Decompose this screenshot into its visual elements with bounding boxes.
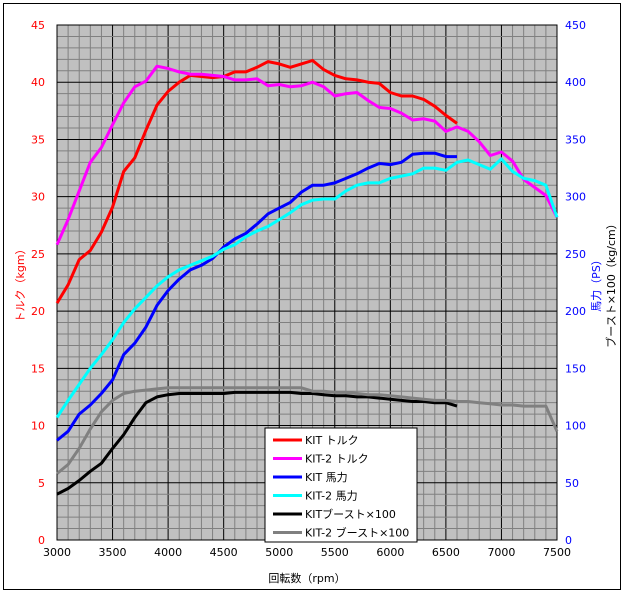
legend-label: KIT-2 トルク	[305, 453, 369, 466]
y-left-tick-label: 25	[31, 248, 45, 261]
x-tick-label: 5000	[265, 546, 293, 559]
y-right-tick-label: 400	[565, 76, 586, 89]
y-left-tick-label: 20	[31, 305, 45, 318]
series-line	[55, 64, 559, 246]
y-left-tick-label: 5	[38, 477, 45, 490]
y-right-tick-label: 300	[565, 191, 586, 204]
x-tick-label: 5500	[321, 546, 349, 559]
series-line	[55, 59, 458, 304]
y-right-tick-label: 200	[565, 305, 586, 318]
series-line	[56, 151, 457, 442]
series-line	[56, 386, 559, 475]
y-right-axis-label-power: 馬力（PS）	[590, 254, 603, 312]
y-right-tick-label: 50	[565, 477, 579, 490]
legend: KIT トルク KIT-2 トルク KIT 馬力 KIT-2 馬力 KITブースト×10…	[264, 427, 418, 543]
y-right-tick-label: 250	[565, 248, 586, 261]
chart-frame	[3, 3, 621, 590]
y-right-tick-label: 450	[565, 19, 586, 32]
y-right-tick-label: 150	[565, 362, 586, 375]
x-tick-label: 4500	[210, 546, 238, 559]
legend-label: KIT 馬力	[305, 471, 348, 484]
series-line	[56, 390, 458, 496]
legend-label: KIT-2 ブースト×100	[305, 526, 409, 540]
legend-label: KIT-2 馬力	[305, 490, 358, 503]
x-tick-label: 7000	[487, 546, 515, 559]
x-tick-label: 3000	[43, 546, 71, 559]
y-left-tick-label: 45	[31, 19, 45, 32]
x-tick-label: 6500	[432, 546, 460, 559]
y-left-tick-label: 0	[38, 534, 45, 547]
y-left-tick-label: 30	[31, 191, 45, 204]
y-right-tick-label: 100	[565, 420, 586, 433]
legend-box	[264, 427, 418, 543]
y-right-tick-label: 350	[565, 133, 586, 146]
y-left-tick-label: 10	[31, 420, 45, 433]
legend-label: KIT トルク	[305, 434, 359, 447]
x-tick-label: 3500	[99, 546, 127, 559]
y-left-tick-label: 15	[31, 362, 45, 375]
y-right-tick-label: 0	[565, 534, 572, 547]
x-tick-label: 4000	[154, 546, 182, 559]
legend-label: KITブースト×100	[305, 507, 396, 521]
y-left-axis-label: トルク（kgm）	[14, 243, 27, 322]
x-tick-label: 7500	[543, 546, 571, 559]
x-axis-label: 回転数（rpm）	[268, 572, 345, 585]
y-right-axis-label-boost: ブースト×100（kg/cm）	[604, 218, 618, 347]
x-tick-label: 6000	[376, 546, 404, 559]
series-line	[55, 157, 559, 419]
y-left-tick-label: 40	[31, 76, 45, 89]
y-left-tick-label: 35	[31, 133, 45, 146]
